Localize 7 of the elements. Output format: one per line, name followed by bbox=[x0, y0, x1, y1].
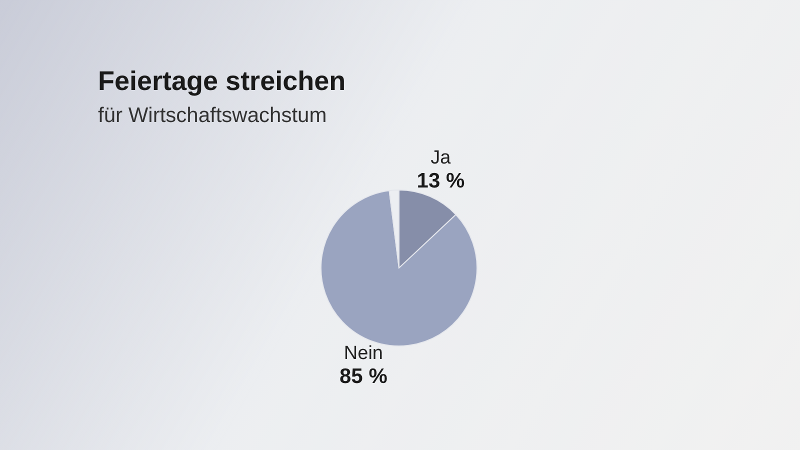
slice-label: Ja bbox=[430, 148, 452, 169]
chart-subtitle: für Wirtschaftswachstum bbox=[98, 104, 327, 127]
data-label: 85 % bbox=[339, 364, 388, 388]
pie-slice bbox=[320, 190, 478, 346]
chart-title: Feiertage streichen bbox=[98, 66, 346, 96]
data-label: 13 % bbox=[416, 170, 465, 193]
slice-label: Nein bbox=[344, 342, 383, 364]
